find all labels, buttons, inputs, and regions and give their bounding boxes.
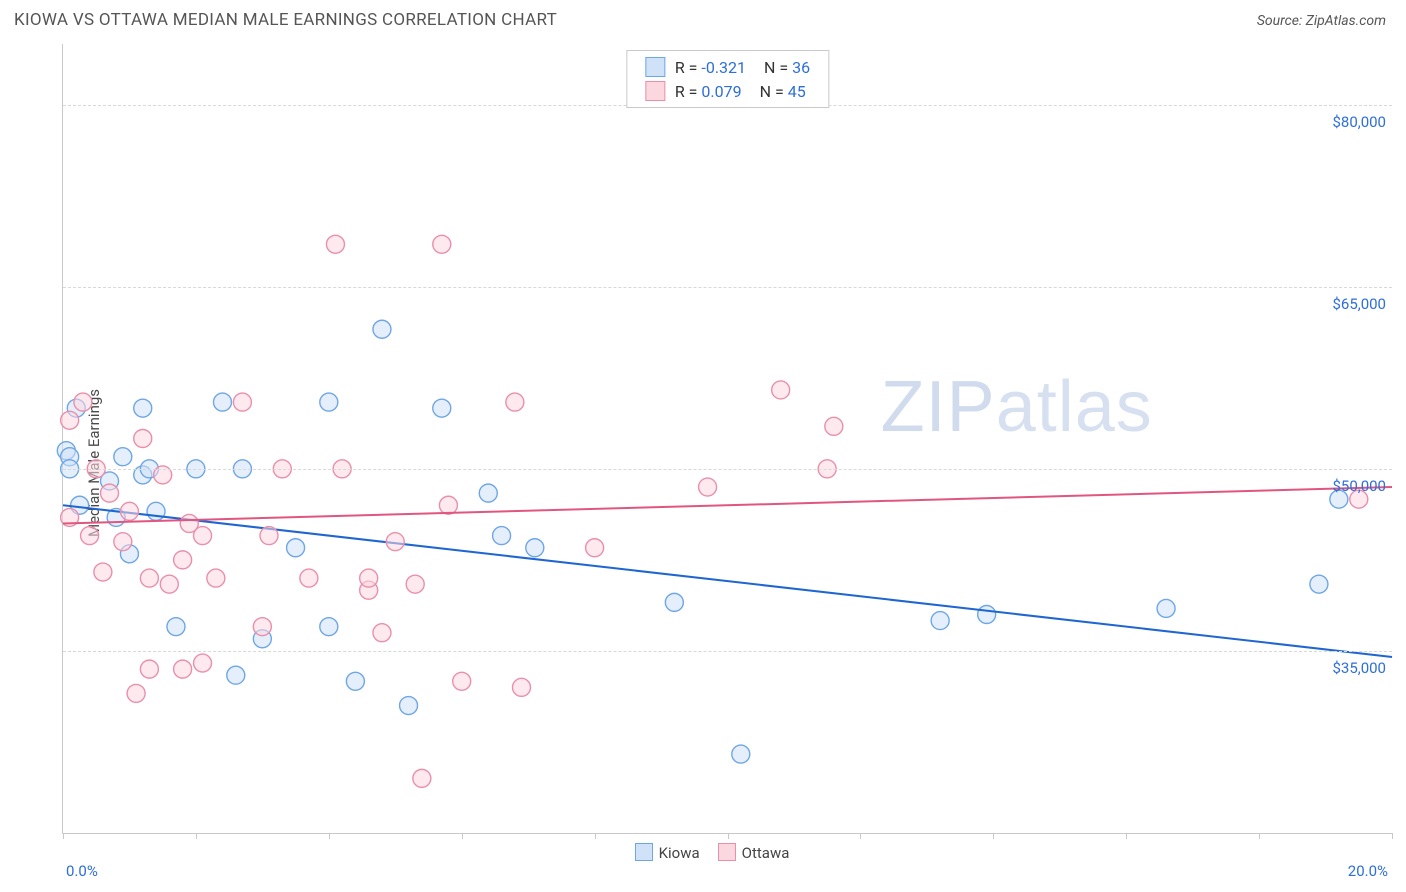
data-point	[140, 569, 158, 587]
chart-container: Median Male Earnings ZIPatlas R = -0.321…	[14, 44, 1392, 882]
data-point	[931, 612, 949, 630]
data-point	[227, 666, 245, 684]
data-point	[260, 527, 278, 545]
data-point	[147, 502, 165, 520]
data-point	[586, 539, 604, 557]
data-point	[825, 417, 843, 435]
legend-r-value: -0.321	[701, 58, 746, 77]
y-tick-label: $50,000	[1332, 477, 1386, 495]
gridline	[63, 287, 1392, 288]
gridline	[63, 469, 1392, 470]
data-point	[1157, 599, 1175, 617]
data-point	[94, 563, 112, 581]
data-point	[160, 575, 178, 593]
y-tick-label: $80,000	[1332, 113, 1386, 131]
data-point	[81, 527, 99, 545]
data-point	[360, 569, 378, 587]
legend-row: R = -0.321N = 36	[645, 55, 810, 79]
x-min-label: 0.0%	[66, 862, 98, 880]
data-point	[665, 593, 683, 611]
x-tick	[462, 833, 463, 839]
data-point	[326, 235, 344, 253]
x-tick	[329, 833, 330, 839]
x-tick	[728, 833, 729, 839]
data-point	[134, 430, 152, 448]
data-point	[479, 484, 497, 502]
correlation-legend: R = -0.321N = 36R = 0.079N = 45	[626, 50, 829, 108]
data-point	[167, 618, 185, 636]
data-point	[433, 399, 451, 417]
data-point	[233, 393, 251, 411]
data-point	[978, 606, 996, 624]
x-tick	[1392, 833, 1393, 839]
data-point	[320, 618, 338, 636]
data-point	[287, 539, 305, 557]
data-point	[386, 533, 404, 551]
legend-swatch	[645, 57, 665, 77]
chart-title: KIOWA VS OTTAWA MEDIAN MALE EARNINGS COR…	[14, 10, 557, 30]
gridline	[63, 651, 1392, 652]
source-label: Source: ZipAtlas.com	[1257, 13, 1386, 29]
scatter-svg	[63, 44, 1392, 833]
data-point	[453, 672, 471, 690]
legend-row: R = 0.079N = 45	[645, 79, 810, 103]
legend-r-value: 0.079	[701, 82, 741, 101]
data-point	[732, 745, 750, 763]
legend-swatch	[635, 843, 653, 861]
plot-area: ZIPatlas R = -0.321N = 36R = 0.079N = 45…	[62, 44, 1392, 834]
data-point	[346, 672, 364, 690]
x-tick	[1259, 833, 1260, 839]
data-point	[373, 320, 391, 338]
x-max-label: 20.0%	[1348, 862, 1388, 880]
data-point	[101, 484, 119, 502]
data-point	[406, 575, 424, 593]
data-point	[120, 502, 138, 520]
data-point	[61, 411, 79, 429]
legend-label: Kiowa	[659, 844, 700, 862]
data-point	[526, 539, 544, 557]
data-point	[74, 393, 92, 411]
x-tick	[860, 833, 861, 839]
data-point	[194, 527, 212, 545]
data-point	[114, 448, 132, 466]
data-point	[699, 478, 717, 496]
data-point	[320, 393, 338, 411]
x-tick	[595, 833, 596, 839]
data-point	[213, 393, 231, 411]
x-tick	[993, 833, 994, 839]
data-point	[513, 678, 531, 696]
data-point	[439, 496, 457, 514]
data-point	[174, 660, 192, 678]
legend-label: Ottawa	[742, 844, 790, 862]
legend-n-value: 36	[792, 58, 810, 77]
legend-swatch	[718, 843, 736, 861]
data-point	[506, 393, 524, 411]
x-tick	[1126, 833, 1127, 839]
data-point	[140, 660, 158, 678]
data-point	[300, 569, 318, 587]
data-point	[1310, 575, 1328, 593]
data-point	[174, 551, 192, 569]
legend-n-value: 45	[788, 82, 806, 101]
data-point	[772, 381, 790, 399]
data-point	[134, 399, 152, 417]
data-point	[433, 235, 451, 253]
data-point	[400, 697, 418, 715]
data-point	[127, 684, 145, 702]
data-point	[493, 527, 511, 545]
data-point	[253, 618, 271, 636]
data-point	[413, 769, 431, 787]
data-point	[373, 624, 391, 642]
data-point	[114, 533, 132, 551]
legend-swatch	[645, 81, 665, 101]
data-point	[207, 569, 225, 587]
y-tick-label: $35,000	[1332, 659, 1386, 677]
y-tick-label: $65,000	[1332, 295, 1386, 313]
x-tick	[196, 833, 197, 839]
x-tick	[63, 833, 64, 839]
trend-line	[63, 487, 1392, 523]
data-point	[194, 654, 212, 672]
series-legend: Kiowa Ottawa	[14, 843, 1392, 862]
